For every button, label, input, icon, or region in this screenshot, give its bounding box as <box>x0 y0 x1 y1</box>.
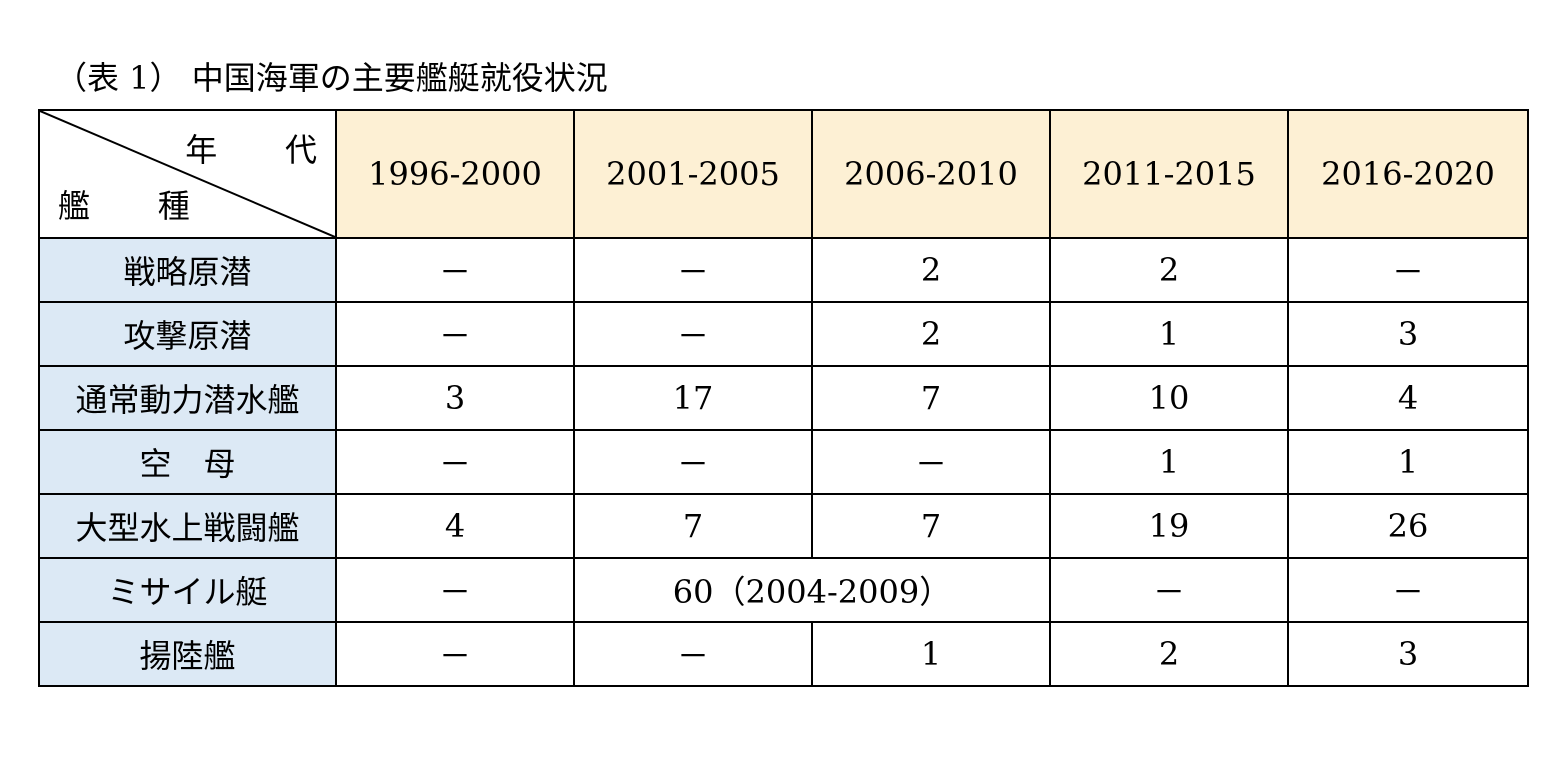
corner-label-ship-type: 艦 種 <box>58 187 219 225</box>
year-header: 2011-2015 <box>1049 109 1289 239</box>
table-cell: 1 <box>1287 429 1529 495</box>
table-cell: 2 <box>1049 621 1289 687</box>
table-cell-merged: 60（2004-2009） <box>573 557 1051 623</box>
table-cell: 1 <box>1049 429 1289 495</box>
table-cell: － <box>335 237 575 303</box>
table-row: ミサイル艇 － 60（2004-2009） － － <box>38 557 1529 623</box>
row-label: 戦略原潜 <box>38 237 337 303</box>
row-label: 通常動力潜水艦 <box>38 365 337 431</box>
table-cell: 7 <box>811 493 1051 559</box>
year-header: 2001-2005 <box>573 109 813 239</box>
table-row: 大型水上戦闘艦 4 7 7 19 26 <box>38 493 1529 559</box>
year-header: 2006-2010 <box>811 109 1051 239</box>
corner-label-period: 年 代 <box>185 131 336 169</box>
table-caption: （表 1） 中国海軍の主要艦艇就役状況 <box>55 59 608 97</box>
table-row: 通常動力潜水艦 3 17 7 10 4 <box>38 365 1529 431</box>
table-cell: － <box>811 429 1051 495</box>
year-header: 2016-2020 <box>1287 109 1529 239</box>
row-label: ミサイル艇 <box>38 557 337 623</box>
row-label: 大型水上戦闘艦 <box>38 493 337 559</box>
row-label: 空 母 <box>38 429 337 495</box>
table-cell: 3 <box>335 365 575 431</box>
table-cell: － <box>335 621 575 687</box>
table-cell: 1 <box>811 621 1051 687</box>
table-cell: 7 <box>573 493 813 559</box>
table-cell: － <box>335 301 575 367</box>
table-cell: 7 <box>811 365 1051 431</box>
table-cell: － <box>335 557 575 623</box>
table-cell: － <box>335 429 575 495</box>
table-cell: 17 <box>573 365 813 431</box>
table-row: 攻撃原潜 － － 2 1 3 <box>38 301 1529 367</box>
table-row: 戦略原潜 － － 2 2 － <box>38 237 1529 303</box>
table-cell: － <box>573 301 813 367</box>
table-cell: 3 <box>1287 621 1529 687</box>
table-cell: 4 <box>1287 365 1529 431</box>
table-row: 空 母 － － － 1 1 <box>38 429 1529 495</box>
table-cell: 19 <box>1049 493 1289 559</box>
table-cell: － <box>573 621 813 687</box>
row-label: 揚陸艦 <box>38 621 337 687</box>
row-label: 攻撃原潜 <box>38 301 337 367</box>
table-cell: 4 <box>335 493 575 559</box>
table-cell: － <box>573 429 813 495</box>
table-cell: 1 <box>1049 301 1289 367</box>
table-cell: 2 <box>811 301 1051 367</box>
ship-commissioning-table: 年 代 艦 種 1996-2000 2001-2005 2006-2010 20… <box>38 109 1529 687</box>
table-cell: 26 <box>1287 493 1529 559</box>
table-row: 揚陸艦 － － 1 2 3 <box>38 621 1529 687</box>
header-row: 年 代 艦 種 1996-2000 2001-2005 2006-2010 20… <box>38 109 1529 239</box>
table-cell: － <box>573 237 813 303</box>
year-header: 1996-2000 <box>335 109 575 239</box>
table-cell: 2 <box>1049 237 1289 303</box>
corner-header-cell: 年 代 艦 種 <box>38 109 337 239</box>
diagonal-divider <box>41 112 334 236</box>
table-cell: － <box>1287 237 1529 303</box>
table-cell: 2 <box>811 237 1051 303</box>
table-cell: 10 <box>1049 365 1289 431</box>
table-cell: 3 <box>1287 301 1529 367</box>
table-cell: － <box>1049 557 1289 623</box>
table-cell: － <box>1287 557 1529 623</box>
